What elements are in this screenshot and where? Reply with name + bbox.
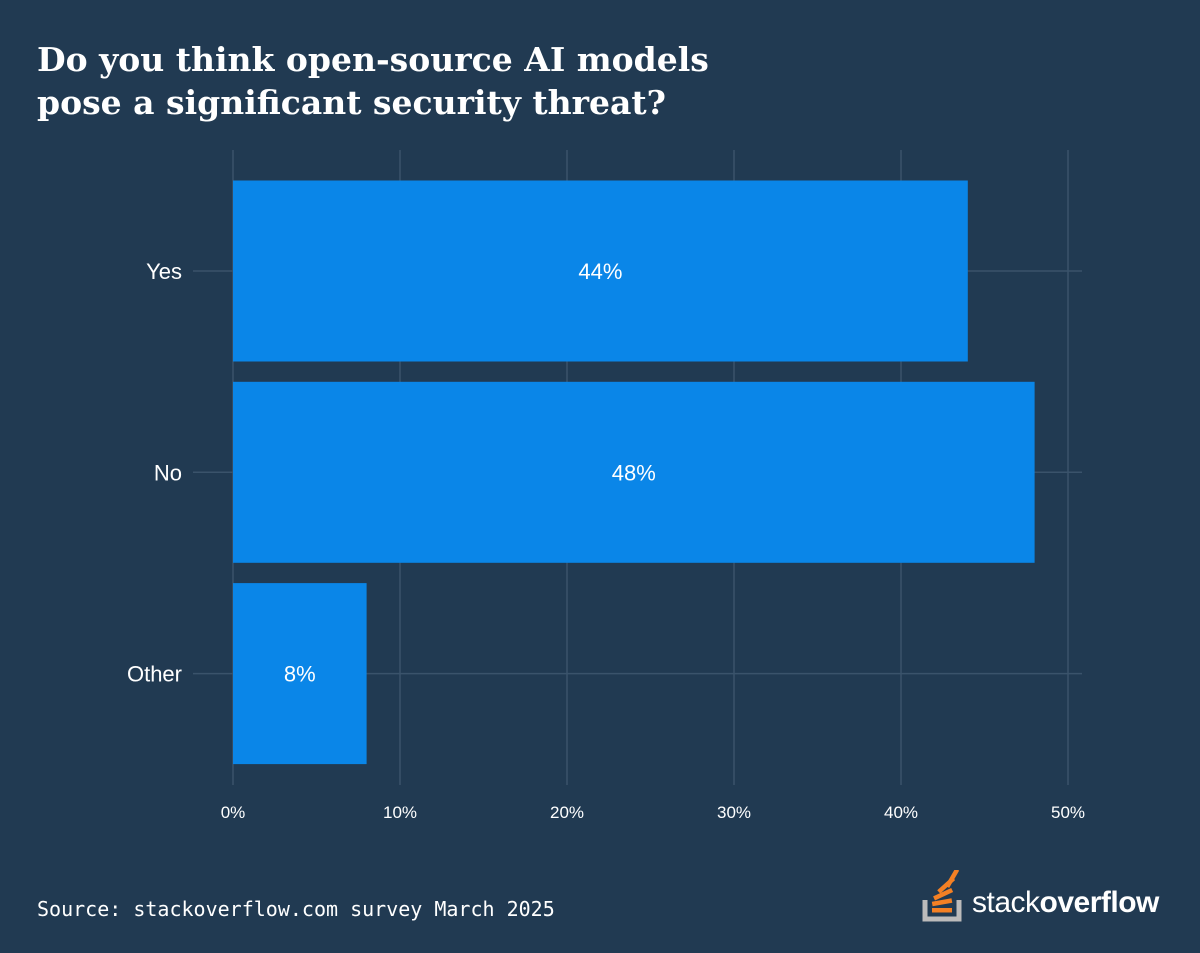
stackoverflow-icon: [922, 870, 962, 922]
source-note: Source: stackoverflow.com survey March 2…: [37, 897, 555, 921]
wordmark-stack: stack: [972, 886, 1040, 919]
bar-other: [233, 583, 367, 765]
value-label-yes: 44%: [578, 259, 622, 284]
x-tick-label: 10%: [383, 803, 417, 822]
x-tick-label: 0%: [221, 803, 246, 822]
stackoverflow-wordmark: stackoverflow: [972, 888, 1159, 918]
x-axis-tick-labels: 0% 10% 20% 30% 40% 50%: [221, 803, 1085, 822]
category-labels: Yes No Other: [127, 259, 182, 687]
value-labels: 44% 48% 8%: [284, 259, 656, 687]
chart-title: Do you think open-source AI models pose …: [37, 38, 797, 124]
x-tick-label: 30%: [717, 803, 751, 822]
value-label-no: 48%: [612, 460, 656, 485]
x-tick-label: 50%: [1051, 803, 1085, 822]
chart-title-line-2: pose a significant security threat?: [37, 83, 666, 122]
category-label-no: No: [154, 460, 182, 485]
stackoverflow-logo: stackoverflow: [922, 870, 1159, 922]
category-label-other: Other: [127, 662, 182, 687]
value-label-other: 8%: [284, 662, 316, 687]
category-label-yes: Yes: [146, 259, 182, 284]
bars: [233, 180, 1035, 765]
bar-yes: [233, 180, 968, 362]
x-tick-label: 40%: [884, 803, 918, 822]
wordmark-overflow: overflow: [1039, 886, 1160, 919]
bar-no: [233, 381, 1035, 563]
x-tick-label: 20%: [550, 803, 584, 822]
chart-title-line-1: Do you think open-source AI models: [37, 40, 709, 79]
